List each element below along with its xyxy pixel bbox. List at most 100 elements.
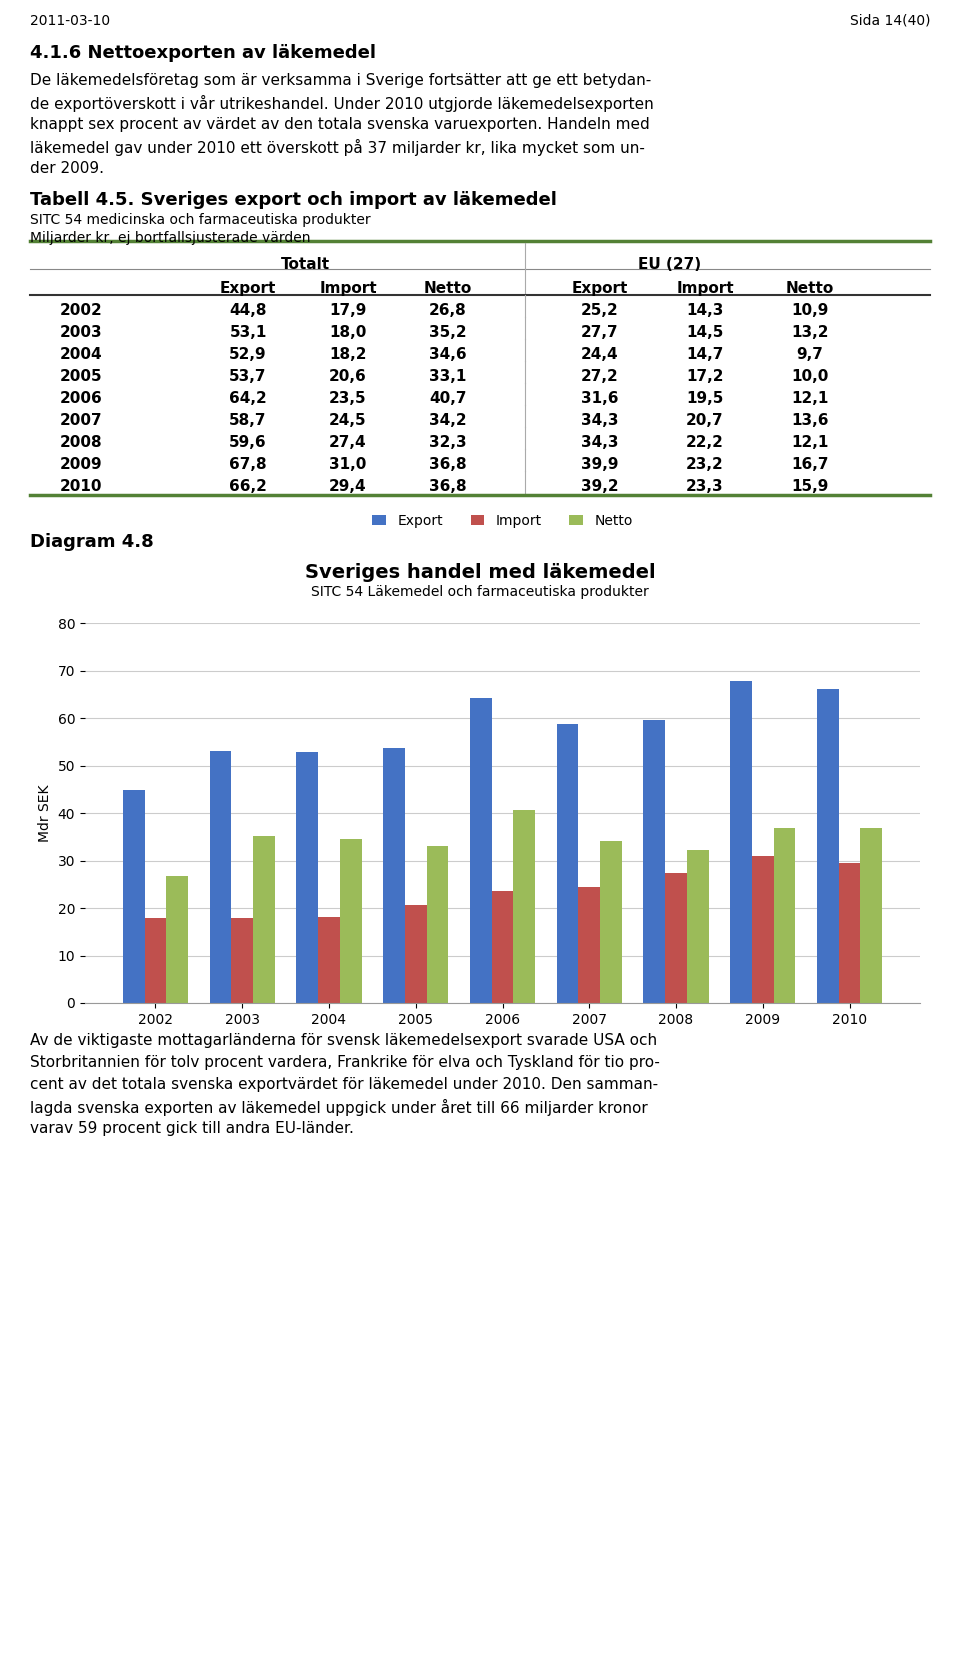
Text: 14,3: 14,3 [686, 304, 724, 319]
Text: 27,2: 27,2 [581, 368, 619, 383]
Bar [665, 873, 686, 1004]
Bar [383, 748, 405, 1004]
Bar [145, 917, 166, 1004]
Text: 14,5: 14,5 [686, 325, 724, 340]
Bar [166, 876, 188, 1004]
Text: Diagram 4.8: Diagram 4.8 [30, 533, 154, 551]
Text: 27,4: 27,4 [329, 435, 367, 450]
Y-axis label: Mdr SEK: Mdr SEK [38, 785, 52, 841]
Text: Import: Import [319, 280, 377, 295]
Bar [817, 688, 839, 1004]
Text: 33,1: 33,1 [429, 368, 467, 383]
Bar [231, 917, 253, 1004]
Text: läkemedel gav under 2010 ett överskott på 37 miljarder kr, lika mycket som un-: läkemedel gav under 2010 ett överskott p… [30, 139, 645, 156]
Text: 20,7: 20,7 [686, 413, 724, 428]
Text: 36,8: 36,8 [429, 479, 467, 494]
Text: 12,1: 12,1 [791, 392, 828, 406]
Text: 53,7: 53,7 [229, 368, 267, 383]
Text: 39,2: 39,2 [581, 479, 619, 494]
Bar [318, 916, 340, 1004]
Text: Totalt: Totalt [280, 257, 329, 272]
Text: 27,7: 27,7 [581, 325, 619, 340]
Legend: Export, Import, Netto: Export, Import, Netto [367, 508, 638, 534]
Bar [686, 849, 708, 1004]
Text: 2011-03-10: 2011-03-10 [30, 13, 110, 28]
Bar [123, 790, 145, 1004]
Text: 4.1.6 Nettoexporten av läkemedel: 4.1.6 Nettoexporten av läkemedel [30, 45, 376, 61]
Text: varav 59 procent gick till andra EU-länder.: varav 59 procent gick till andra EU-länd… [30, 1121, 354, 1136]
Text: der 2009.: der 2009. [30, 161, 104, 176]
Text: 53,1: 53,1 [229, 325, 267, 340]
Text: 40,7: 40,7 [429, 392, 467, 406]
Bar [405, 906, 426, 1004]
Text: 32,3: 32,3 [429, 435, 467, 450]
Text: 2008: 2008 [60, 435, 103, 450]
Bar [752, 856, 774, 1004]
Text: 39,9: 39,9 [581, 456, 619, 473]
Text: De läkemedelsföretag som är verksamma i Sverige fortsätter att ge ett betydan-: De läkemedelsföretag som är verksamma i … [30, 73, 651, 88]
Text: Storbritannien för tolv procent vardera, Frankrike för elva och Tyskland för tio: Storbritannien för tolv procent vardera,… [30, 1055, 660, 1070]
Text: SITC 54 medicinska och farmaceutiska produkter: SITC 54 medicinska och farmaceutiska pro… [30, 212, 371, 227]
Text: 15,9: 15,9 [791, 479, 828, 494]
Text: 44,8: 44,8 [229, 304, 267, 319]
Bar [557, 725, 579, 1004]
Text: 26,8: 26,8 [429, 304, 467, 319]
Bar [297, 752, 318, 1004]
Text: Netto: Netto [424, 280, 472, 295]
Text: 23,5: 23,5 [329, 392, 367, 406]
Text: 17,2: 17,2 [686, 368, 724, 383]
Text: Sveriges handel med läkemedel: Sveriges handel med läkemedel [304, 562, 656, 582]
Text: 23,3: 23,3 [686, 479, 724, 494]
Text: Export: Export [572, 280, 628, 295]
Text: Import: Import [676, 280, 733, 295]
Bar [470, 698, 492, 1004]
Text: Netto: Netto [786, 280, 834, 295]
Text: de exportöverskott i vår utrikeshandel. Under 2010 utgjorde läkemedelsexporten: de exportöverskott i vår utrikeshandel. … [30, 95, 654, 113]
Text: 2004: 2004 [60, 347, 103, 362]
Text: 2003: 2003 [60, 325, 103, 340]
Text: 34,3: 34,3 [581, 413, 619, 428]
Text: 12,1: 12,1 [791, 435, 828, 450]
Text: lagda svenska exporten av läkemedel uppgick under året till 66 miljarder kronor: lagda svenska exporten av läkemedel uppg… [30, 1098, 648, 1117]
Text: 34,2: 34,2 [429, 413, 467, 428]
Text: Tabell 4.5. Sveriges export och import av läkemedel: Tabell 4.5. Sveriges export och import a… [30, 191, 557, 209]
Bar [579, 886, 600, 1004]
Text: Sida 14(40): Sida 14(40) [850, 13, 930, 28]
Text: 36,8: 36,8 [429, 456, 467, 473]
Text: 14,7: 14,7 [686, 347, 724, 362]
Bar [209, 752, 231, 1004]
Text: 9,7: 9,7 [797, 347, 824, 362]
Text: 24,4: 24,4 [581, 347, 619, 362]
Text: 25,2: 25,2 [581, 304, 619, 319]
Text: 2009: 2009 [60, 456, 103, 473]
Text: 52,9: 52,9 [229, 347, 267, 362]
Text: 31,0: 31,0 [329, 456, 367, 473]
Text: 17,9: 17,9 [329, 304, 367, 319]
Text: 59,6: 59,6 [229, 435, 267, 450]
Text: 34,6: 34,6 [429, 347, 467, 362]
Text: 2005: 2005 [60, 368, 103, 383]
Text: Miljarder kr, ej bortfallsjusterade värden: Miljarder kr, ej bortfallsjusterade värd… [30, 231, 310, 246]
Text: 29,4: 29,4 [329, 479, 367, 494]
Text: 34,3: 34,3 [581, 435, 619, 450]
Bar [600, 841, 622, 1004]
Text: 19,5: 19,5 [686, 392, 724, 406]
Text: 10,0: 10,0 [791, 368, 828, 383]
Text: 64,2: 64,2 [229, 392, 267, 406]
Bar [340, 839, 362, 1004]
Text: 2010: 2010 [60, 479, 103, 494]
Text: 13,6: 13,6 [791, 413, 828, 428]
Bar [492, 891, 514, 1004]
Text: cent av det totala svenska exportvärdet för läkemedel under 2010. Den samman-: cent av det totala svenska exportvärdet … [30, 1077, 659, 1092]
Text: Export: Export [220, 280, 276, 295]
Text: EU (27): EU (27) [638, 257, 702, 272]
Text: 22,2: 22,2 [686, 435, 724, 450]
Text: 66,2: 66,2 [229, 479, 267, 494]
Text: SITC 54 Läkemedel och farmaceutiska produkter: SITC 54 Läkemedel och farmaceutiska prod… [311, 586, 649, 599]
Text: 18,2: 18,2 [329, 347, 367, 362]
Text: Av de viktigaste mottagarländerna för svensk läkemedelsexport svarade USA och: Av de viktigaste mottagarländerna för sv… [30, 1034, 658, 1048]
Text: 23,2: 23,2 [686, 456, 724, 473]
Text: 67,8: 67,8 [229, 456, 267, 473]
Text: 13,2: 13,2 [791, 325, 828, 340]
Text: 16,7: 16,7 [791, 456, 828, 473]
